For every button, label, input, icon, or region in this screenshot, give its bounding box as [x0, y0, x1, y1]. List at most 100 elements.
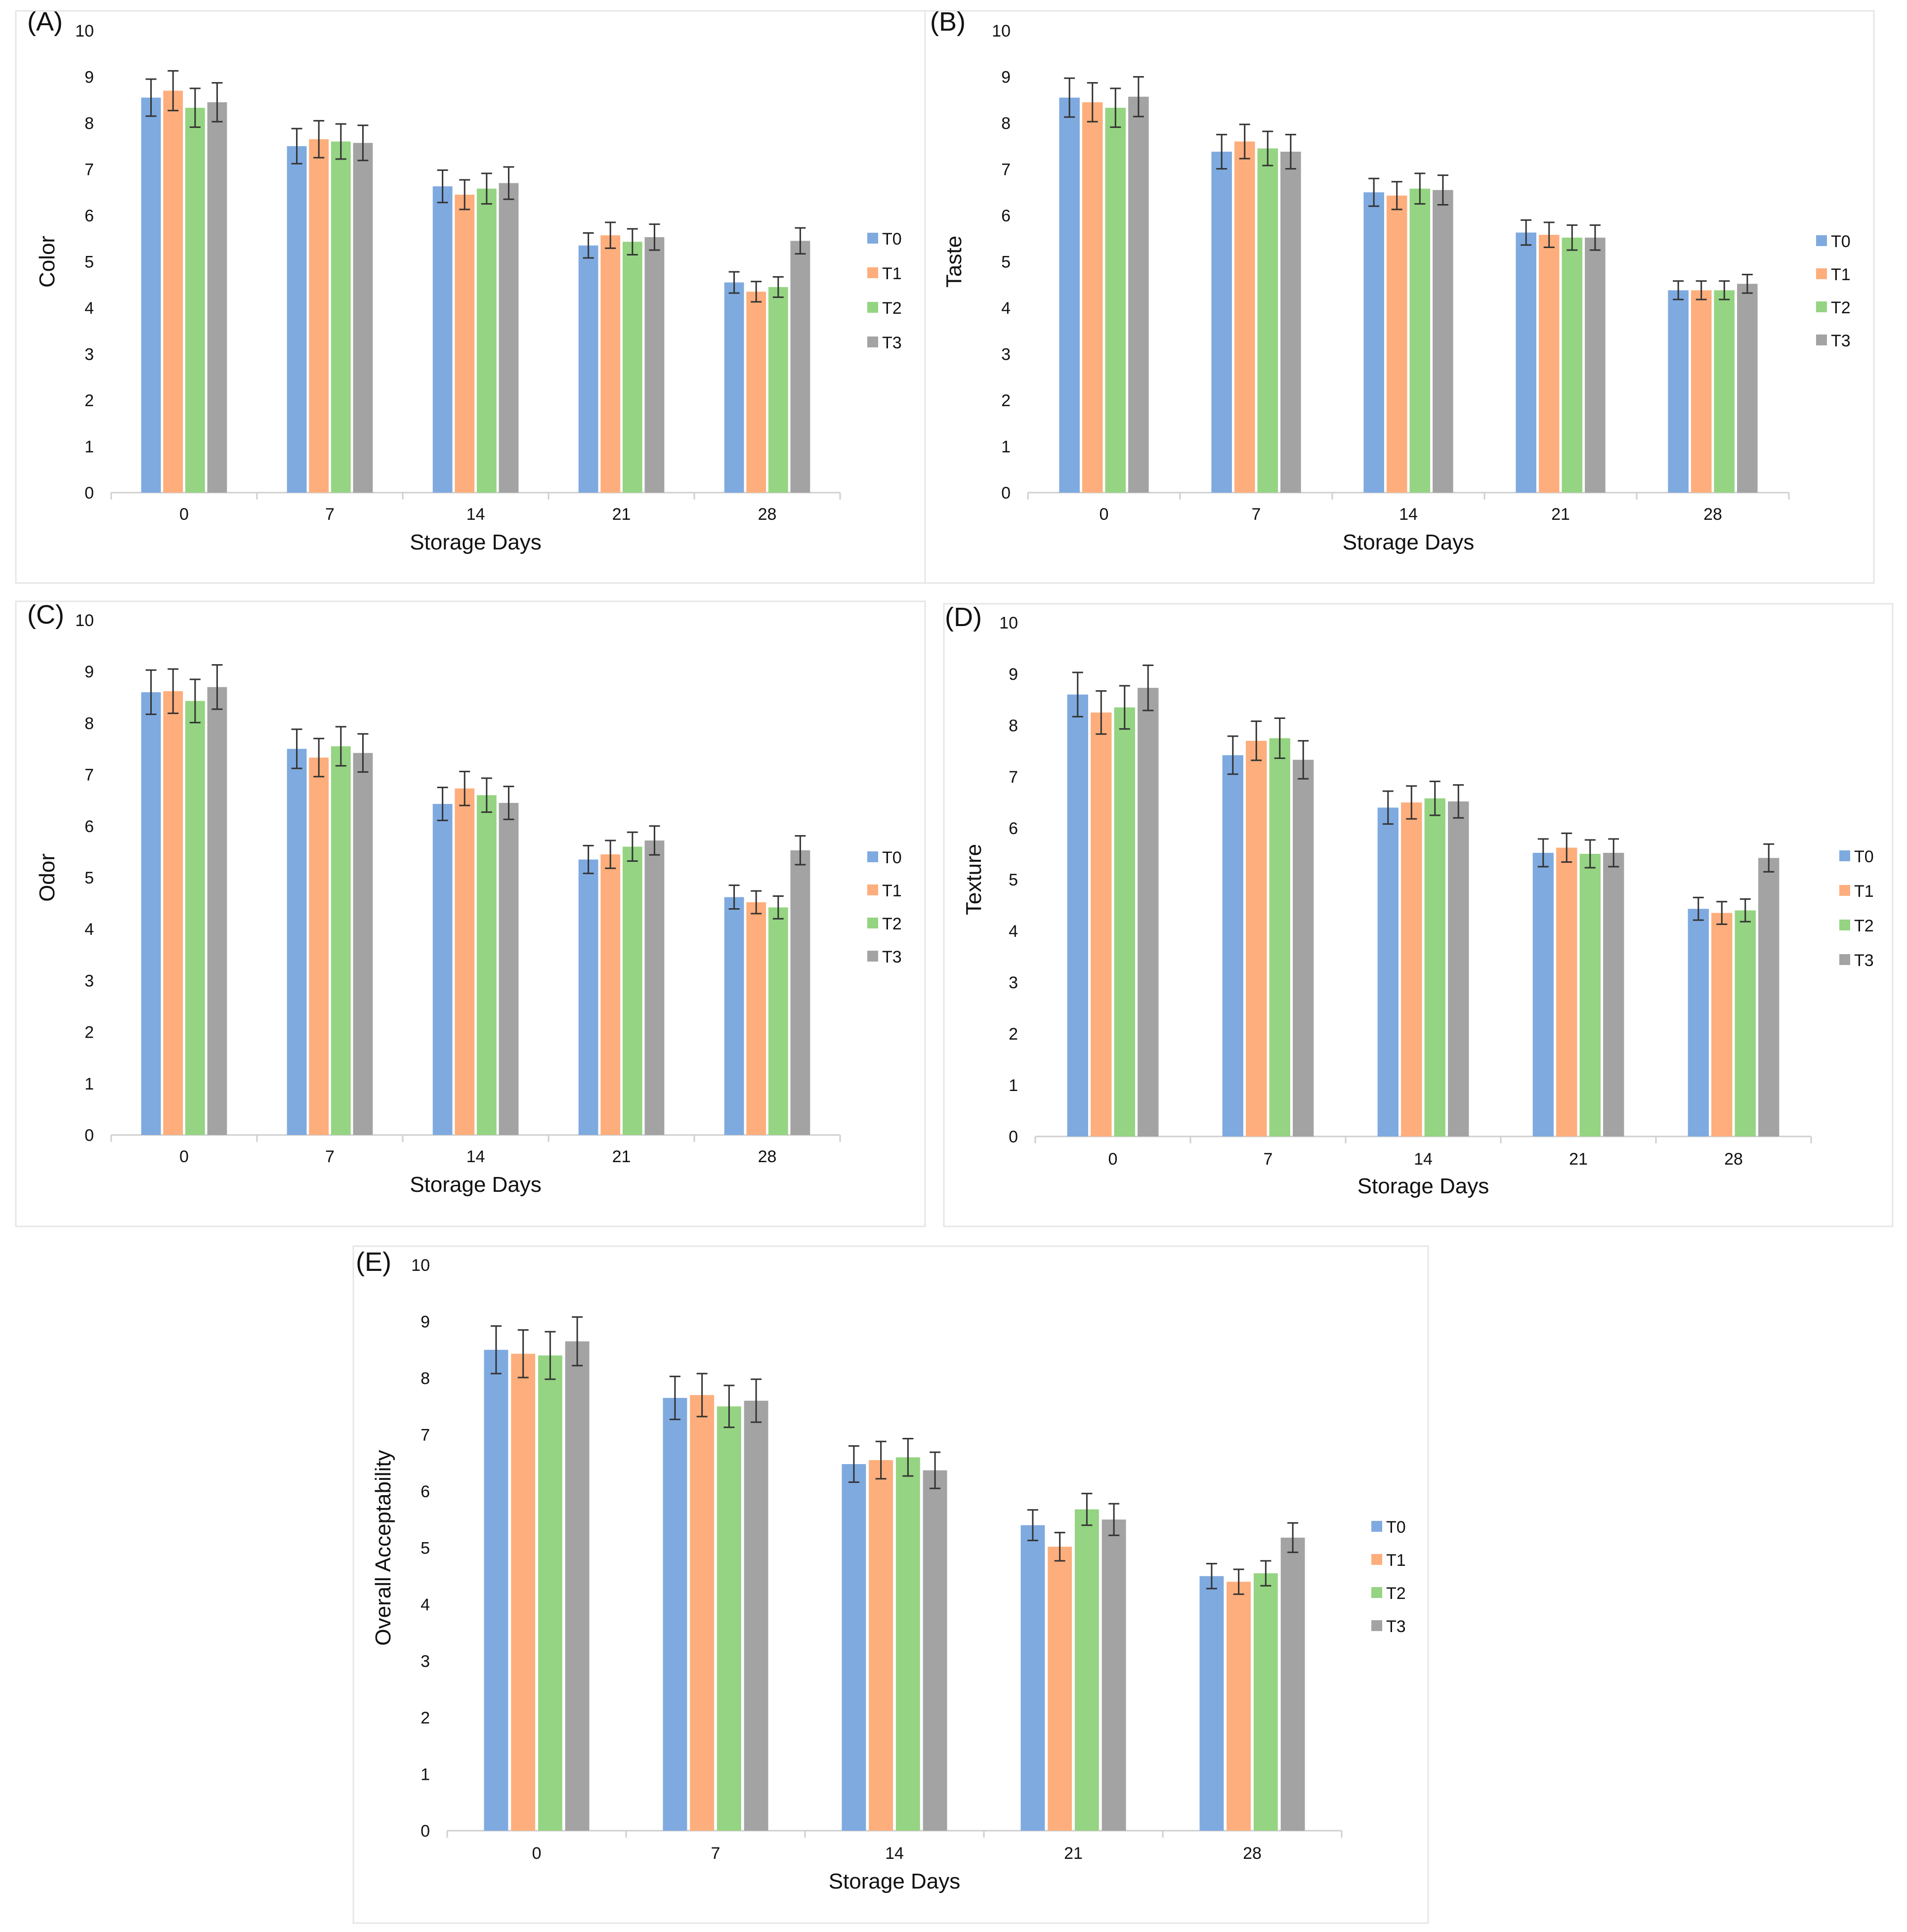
bar — [1363, 192, 1384, 493]
y-tick-label: 7 — [85, 161, 94, 179]
bar — [1128, 96, 1149, 493]
legend-swatch — [867, 918, 878, 928]
panel-letter: (D) — [945, 602, 982, 632]
x-tick-label: 14 — [466, 1147, 485, 1166]
bar — [690, 1395, 715, 1831]
y-tick-label: 9 — [421, 1313, 430, 1332]
y-tick-label: 6 — [1009, 819, 1018, 838]
legend-swatch — [867, 233, 878, 244]
y-tick-label: 1 — [85, 438, 94, 457]
x-tick-label: 0 — [532, 1844, 542, 1863]
bar — [1737, 284, 1758, 493]
x-tick-label: 28 — [758, 505, 777, 524]
bar — [476, 188, 497, 493]
y-axis-title: Odor — [35, 853, 59, 902]
y-tick-label: 2 — [1009, 1025, 1018, 1044]
y-tick-label: 1 — [1009, 1076, 1018, 1095]
bar — [1102, 1519, 1126, 1831]
bar — [717, 1406, 741, 1831]
y-tick-label: 7 — [1009, 768, 1018, 787]
y-tick-label: 8 — [1009, 716, 1018, 735]
bar — [1585, 237, 1606, 493]
bar — [1691, 290, 1712, 493]
x-tick-label: 14 — [1399, 505, 1418, 524]
bar — [1020, 1525, 1045, 1831]
bar — [207, 687, 227, 1135]
bar — [432, 186, 453, 493]
bar — [1280, 1537, 1305, 1831]
bar — [1074, 1509, 1099, 1831]
y-tick-label: 6 — [421, 1482, 430, 1501]
x-tick-label: 21 — [612, 1147, 631, 1166]
legend-label: T3 — [882, 948, 902, 966]
y-tick-label: 8 — [85, 714, 94, 733]
bar — [1105, 108, 1126, 493]
x-tick-label: 21 — [1064, 1844, 1083, 1863]
bar — [1199, 1576, 1224, 1831]
y-tick-label: 8 — [1001, 114, 1011, 133]
y-tick-label: 4 — [1001, 299, 1011, 318]
bar — [163, 691, 183, 1135]
legend-swatch — [867, 884, 878, 895]
bar — [1424, 798, 1445, 1136]
legend-label: T0 — [882, 848, 902, 867]
bar — [1067, 694, 1088, 1136]
bar — [578, 245, 598, 493]
y-tick-label: 8 — [421, 1369, 430, 1388]
x-tick-label: 28 — [1703, 505, 1722, 524]
bar — [163, 90, 183, 493]
legend-swatch — [1839, 850, 1850, 861]
x-tick-label: 28 — [758, 1147, 777, 1166]
chart-area: 0 1 2 3 4 5 6 7 8 9 10 0 7 14 21 28 Storage Days Odor T0 T1… — [35, 611, 902, 1197]
y-tick-label: 1 — [421, 1765, 430, 1784]
y-tick-label: 7 — [1001, 161, 1011, 179]
bar — [1048, 1547, 1072, 1831]
bar — [287, 749, 307, 1135]
y-axis-title: Taste — [942, 236, 966, 288]
legend-label: T3 — [1386, 1617, 1406, 1636]
y-tick-label: 0 — [421, 1822, 430, 1841]
legend-swatch — [867, 951, 878, 962]
x-tick-label: 0 — [1100, 505, 1109, 524]
x-tick-label: 0 — [179, 505, 189, 524]
legend-label: T1 — [1831, 265, 1851, 284]
bar — [1711, 913, 1733, 1136]
legend-swatch — [1816, 301, 1827, 312]
bar — [499, 802, 519, 1135]
y-tick-label: 6 — [1001, 207, 1011, 225]
bar — [1253, 1573, 1278, 1831]
x-tick-label: 7 — [711, 1844, 720, 1863]
bar — [484, 1349, 509, 1831]
x-axis-title: Storage Days — [410, 1173, 542, 1197]
legend-label: T1 — [882, 264, 902, 283]
y-tick-label: 10 — [992, 22, 1011, 41]
y-tick-label: 4 — [85, 920, 94, 939]
y-tick-label: 5 — [85, 253, 94, 272]
x-tick-label: 0 — [1108, 1150, 1118, 1169]
bar — [1532, 852, 1554, 1136]
panel-b: (B) 0 1 2 3 4 5 6 7 8 9 10 0 7 14 21 28 Storage Days Tast… — [924, 7, 1875, 584]
bar — [1556, 847, 1577, 1136]
bar — [724, 282, 744, 493]
y-tick-label: 9 — [1001, 68, 1011, 87]
y-tick-label: 4 — [1009, 922, 1018, 941]
x-tick-label: 7 — [325, 1147, 335, 1166]
bar — [790, 241, 810, 493]
legend-swatch — [1371, 1620, 1382, 1631]
bar — [746, 292, 766, 493]
x-tick-label: 21 — [1569, 1150, 1588, 1169]
x-axis-title: Storage Days — [1343, 530, 1475, 554]
x-axis-title: Storage Days — [829, 1869, 961, 1893]
chart-area: 0 1 2 3 4 5 6 7 8 9 10 0 7 14 21 28 Storage Days Overall … — [371, 1256, 1406, 1893]
bar — [644, 237, 665, 493]
bar — [1246, 741, 1267, 1136]
bar — [644, 840, 665, 1135]
bar — [1433, 190, 1453, 493]
bar — [455, 788, 475, 1135]
y-tick-label: 3 — [85, 345, 94, 364]
x-tick-label: 0 — [179, 1147, 189, 1166]
y-tick-label: 1 — [85, 1075, 94, 1093]
bar — [499, 183, 519, 493]
panel-d: (D) 0 1 2 3 4 5 6 7 8 9 10 0 7 14 21 28 Storage Days Text… — [943, 602, 1894, 1227]
bar — [1386, 195, 1407, 493]
